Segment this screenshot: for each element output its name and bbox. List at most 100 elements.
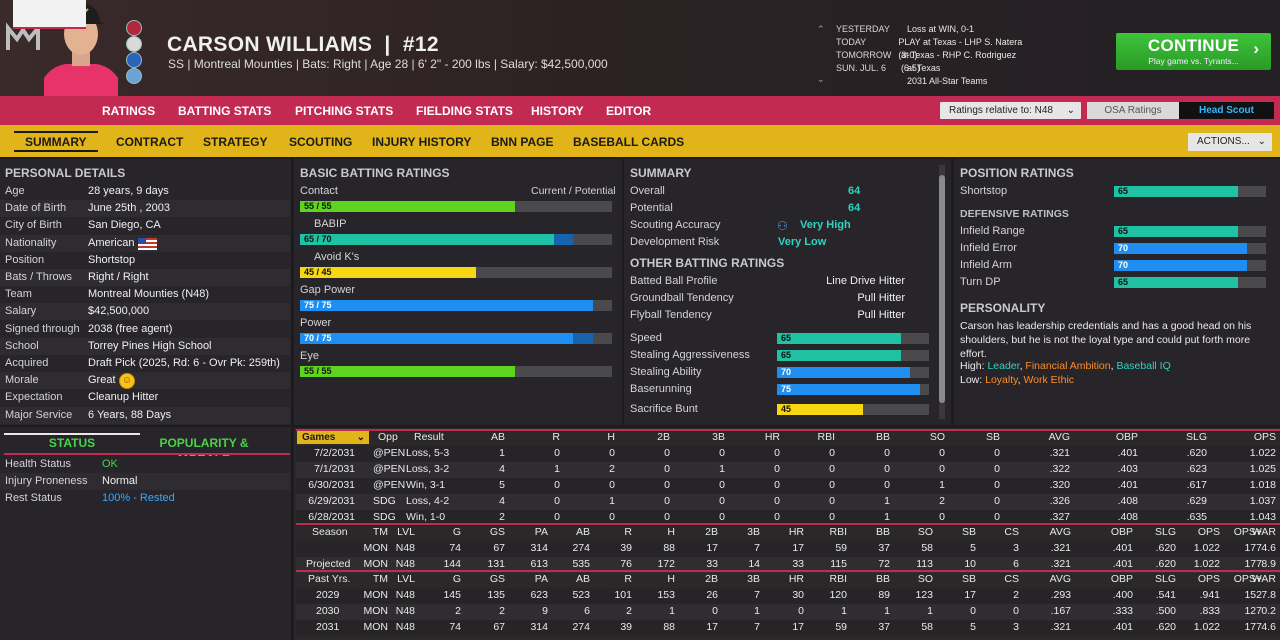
season-cell: 144	[443, 558, 461, 570]
current-fill	[300, 333, 573, 344]
games-col-header: SO	[929, 431, 945, 443]
chevron-right-icon: ›	[1253, 39, 1259, 58]
status-tab[interactable]: STATUS	[4, 433, 140, 453]
games-col-header: SLG	[1185, 431, 1207, 443]
past-col-header: WAR	[1251, 573, 1276, 585]
season-col-header: RBI	[829, 526, 847, 538]
games-cell: 0	[609, 479, 615, 491]
main-tab-fielding-stats[interactable]: FIELDING STATS	[416, 104, 513, 118]
osa-ratings-button[interactable]: OSA Ratings	[1087, 102, 1179, 119]
past-cell: 89	[878, 589, 890, 601]
detail-label: Morale	[5, 374, 39, 387]
sub-tab-summary[interactable]: SUMMARY	[25, 135, 87, 149]
batting-ratings-title: BASIC BATTING RATINGS	[300, 166, 450, 180]
main-tab-profile[interactable]: PROFILE	[25, 104, 78, 118]
personal-detail-row: Acquired Draft Pick (2025, Rd: 6 - Ovr Pk…	[0, 355, 290, 372]
detail-label: Position	[5, 253, 45, 266]
past-col-header: OPS+	[1233, 573, 1262, 585]
popularity-morale-tab[interactable]: POPULARITY & MORALE	[136, 435, 272, 466]
main-tab-history[interactable]: HISTORY	[531, 104, 584, 118]
past-cell: MON	[363, 621, 389, 633]
sub-tab-strategy[interactable]: STRATEGY	[203, 135, 268, 149]
main-tab-ratings[interactable]: RATINGS	[102, 104, 156, 118]
position-rating-label: Shortstop	[960, 185, 1008, 197]
schedule-row[interactable]: YESTERDAY Loss at WIN, 0-1	[816, 23, 1026, 36]
season-cell: .401	[1112, 542, 1133, 554]
games-cell: 0	[884, 447, 890, 459]
season-cell: 1.022	[1193, 558, 1220, 570]
season-cell: 5	[970, 542, 976, 554]
past-cell: .293	[1050, 589, 1071, 601]
past-cell: 314	[530, 621, 548, 633]
summary-scrollbar[interactable]	[939, 165, 945, 419]
past-col-header: TM	[372, 573, 388, 585]
schedule-row[interactable]: TOMORROW at Texas - RHP C. Rodriguez (6-5…	[816, 49, 1026, 73]
past-header-line	[296, 570, 1280, 572]
running-value: 65	[781, 350, 792, 360]
sub-tab-contract[interactable]: CONTRACT	[116, 135, 184, 149]
ratings-relative-select[interactable]: Ratings relative to: N48 ⌄	[940, 102, 1081, 119]
sub-tab-injury-history[interactable]: INJURY HISTORY	[372, 135, 472, 149]
schedule-up-icon[interactable]: ⌃	[817, 24, 825, 34]
games-cell: 1.043	[1249, 511, 1276, 523]
sub-tab-bnn-page[interactable]: BNN PAGE	[491, 135, 554, 149]
summary-value: Very High	[800, 219, 851, 231]
schedule-day: YESTERDAY	[836, 24, 890, 34]
games-col-header: AVG	[1048, 431, 1070, 443]
past-row	[296, 588, 1280, 604]
season-col-header: H	[667, 526, 675, 538]
season-col-header: SB	[961, 526, 976, 538]
games-cell: 0	[994, 463, 1000, 475]
past-col-header: OPS	[1197, 573, 1220, 585]
games-cell: 0	[609, 511, 615, 523]
games-cell: 0	[554, 495, 560, 507]
personal-detail-row: Major Service 6 Years, 88 Days	[0, 406, 290, 424]
position-fill	[1114, 186, 1238, 197]
team-badges	[126, 20, 156, 86]
actions-button[interactable]: ACTIONS... ⌄	[1188, 133, 1272, 151]
games-cell: 0	[664, 495, 670, 507]
schedule-down-icon[interactable]: ⌄	[817, 74, 825, 84]
continue-label: CONTINUE	[1147, 36, 1240, 55]
current-fill	[300, 300, 593, 311]
games-cell: 1	[554, 463, 560, 475]
schedule-event: Loss at WIN, 0-1	[907, 24, 975, 34]
games-cell: .617	[1186, 479, 1207, 491]
main-tab-batting-stats[interactable]: BATTING STATS	[178, 104, 272, 118]
personality-high-trait: Baseball IQ	[1116, 360, 1171, 372]
flag-canton	[138, 237, 146, 244]
season-col-header: HR	[788, 526, 804, 538]
scrollbar-thumb[interactable]	[939, 175, 945, 403]
games-col-header: 2B	[657, 431, 670, 443]
games-cell: 0	[664, 447, 670, 459]
season-col-header: OPS+	[1233, 526, 1262, 538]
main-tab-pitching-stats[interactable]: PITCHING STATS	[295, 104, 394, 118]
past-cell: 101	[614, 589, 632, 601]
season-cell: MON	[363, 558, 389, 570]
high-label: High:	[960, 360, 985, 372]
past-cell: .401	[1112, 621, 1133, 633]
season-cell: MON	[363, 542, 389, 554]
games-cell: .322	[1049, 463, 1070, 475]
status-row: Health Status OK	[0, 456, 290, 473]
batting-rating-bar: 65 / 70	[300, 234, 612, 245]
schedule-row[interactable]: 2031 All-Star Teams	[816, 75, 1026, 88]
position-rating-bar: 65	[1114, 226, 1266, 237]
head-scout-button[interactable]: Head Scout	[1179, 102, 1274, 119]
past-cell: 17	[706, 621, 718, 633]
games-cell: .635	[1186, 511, 1207, 523]
batting-rating-label: Eye	[300, 350, 319, 362]
sub-tab-baseball-cards[interactable]: BASEBALL CARDS	[573, 135, 685, 149]
games-cell: SDG	[373, 511, 396, 523]
season-col-header: GS	[489, 526, 505, 538]
main-tab-editor[interactable]: EDITOR	[606, 104, 652, 118]
sub-tab-scouting[interactable]: SCOUTING	[289, 135, 353, 149]
past-cell: 0.2	[1261, 605, 1276, 617]
schedule-row[interactable]: TODAY PLAY at Texas - LHP S. Natera (3-0)	[816, 36, 1026, 60]
games-row	[296, 494, 1280, 510]
past-cell: 3	[1013, 621, 1019, 633]
schedule-row[interactable]: SUN. JUL. 6 at Texas	[816, 62, 1026, 75]
games-select[interactable]: Games ⌄	[297, 431, 369, 444]
personality-low: Low: Loyalty, Work Ethic	[960, 374, 1075, 386]
continue-button[interactable]: CONTINUE Play game vs. Tyrants... ›	[1116, 33, 1271, 70]
